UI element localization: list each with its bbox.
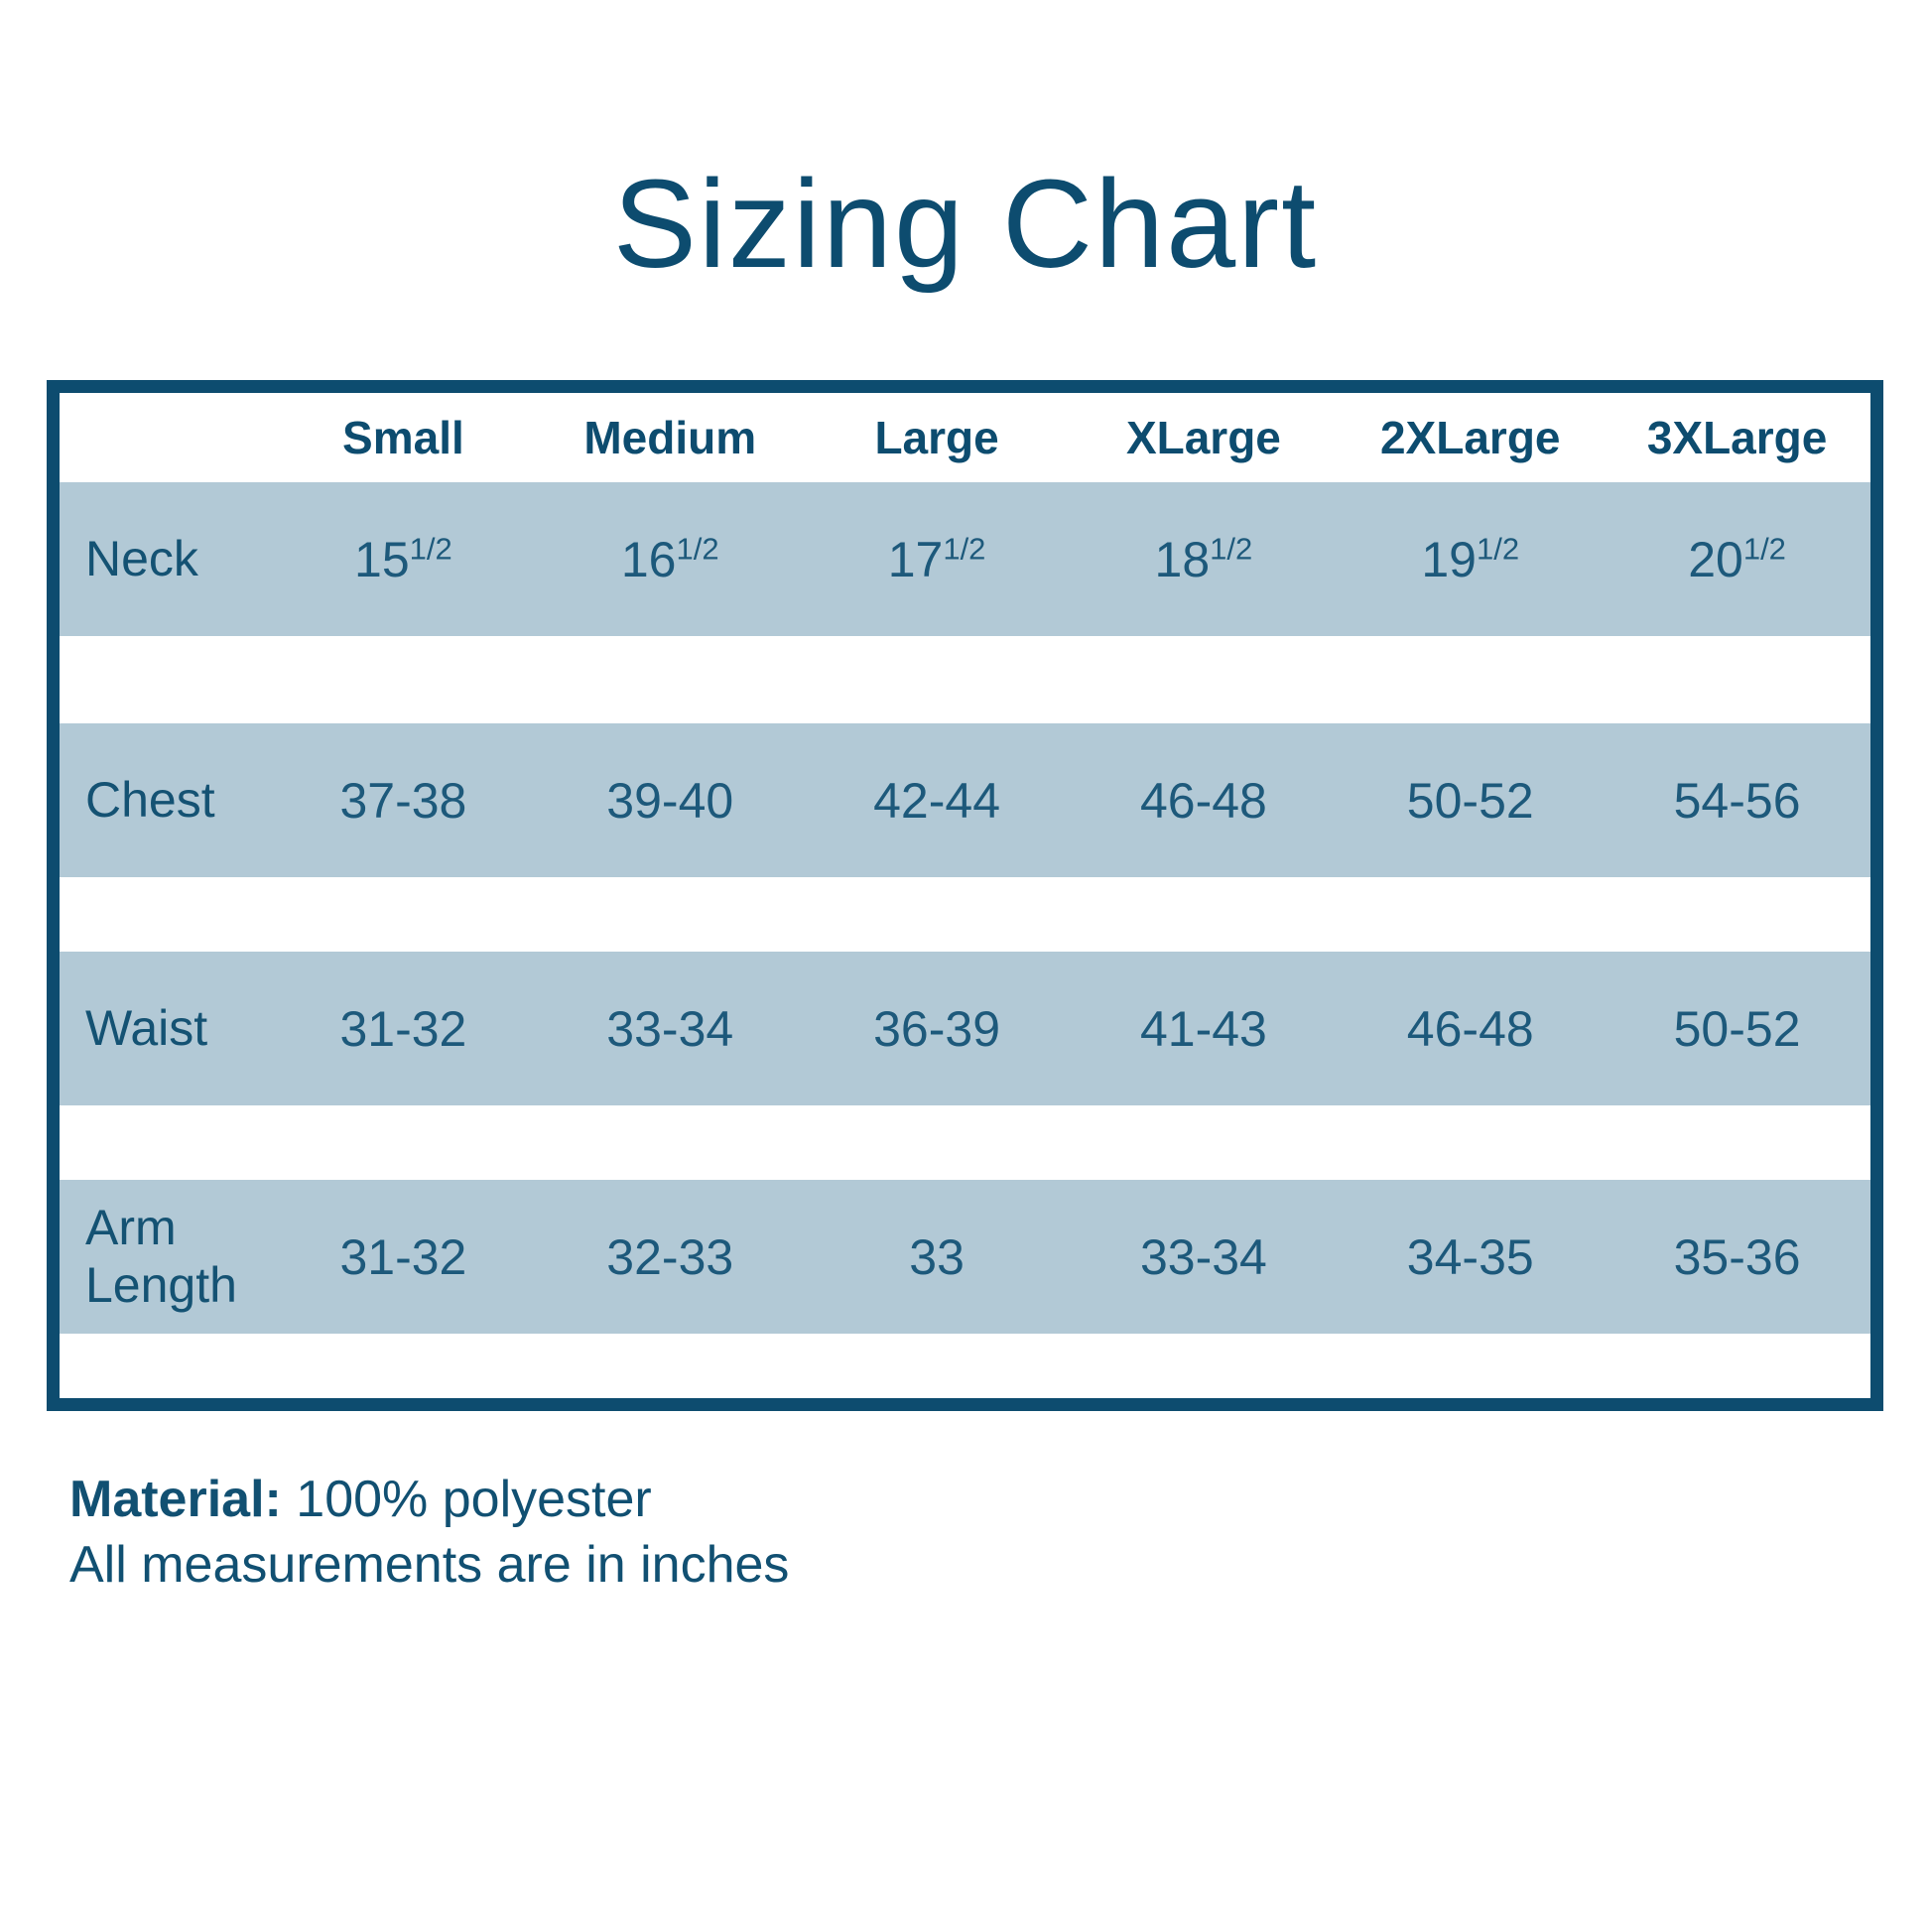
neck-large: 171/2 [804, 531, 1071, 588]
material-value: 100% polyester [281, 1471, 652, 1528]
arm-2xlarge: 34-35 [1406, 1228, 1534, 1285]
value-fraction: 1/2 [1210, 530, 1253, 566]
table-header-row: Small Medium Large XLarge 2XLarge 3XLarg… [60, 393, 1870, 482]
table-row-chest: Chest 37-38 39-40 42-44 46-48 50-52 54-5… [60, 723, 1870, 877]
spacer-row [60, 1105, 1870, 1180]
neck-2xlarge: 191/2 [1337, 531, 1604, 588]
value-fraction: 1/2 [1742, 530, 1786, 566]
waist-xlarge: 41-43 [1139, 1000, 1267, 1057]
arm-medium: 32-33 [606, 1228, 734, 1285]
header-2xlarge: 2XLarge [1379, 412, 1561, 463]
arm-small: 31-32 [339, 1228, 467, 1285]
row-label-chest: Chest [85, 771, 215, 828]
arm-3xlarge: 35-36 [1673, 1228, 1801, 1285]
value-fraction: 1/2 [943, 530, 986, 566]
material-line: Material: 100% polyester [69, 1467, 789, 1532]
neck-small: 151/2 [270, 531, 537, 588]
chest-medium: 39-40 [606, 772, 734, 829]
waist-medium: 33-34 [606, 1000, 734, 1057]
header-medium: Medium [583, 412, 757, 463]
neck-xlarge: 181/2 [1071, 531, 1338, 588]
value-whole: 18 [1154, 531, 1211, 587]
footer-note: Material: 100% polyester All measurement… [69, 1467, 789, 1598]
waist-large: 36-39 [873, 1000, 1001, 1057]
header-small: Small [342, 412, 464, 463]
chest-2xlarge: 50-52 [1406, 772, 1534, 829]
arm-large: 33 [909, 1228, 965, 1285]
waist-2xlarge: 46-48 [1406, 1000, 1534, 1057]
value-whole: 15 [354, 531, 410, 587]
spacer-row [60, 877, 1870, 952]
page-title: Sizing Chart [612, 154, 1319, 294]
value-fraction: 1/2 [409, 530, 452, 566]
table-row-neck: Neck 151/2 161/2 171/2 181/2 191/2 201/2 [60, 482, 1870, 636]
waist-small: 31-32 [339, 1000, 467, 1057]
value-fraction: 1/2 [1477, 530, 1520, 566]
chest-small: 37-38 [339, 772, 467, 829]
arm-xlarge: 33-34 [1139, 1228, 1267, 1285]
chest-3xlarge: 54-56 [1673, 772, 1801, 829]
spacer-row [60, 636, 1870, 723]
chest-xlarge: 46-48 [1139, 772, 1267, 829]
neck-medium: 161/2 [537, 531, 804, 588]
header-large: Large [874, 412, 999, 463]
value-whole: 16 [620, 531, 677, 587]
spacer-row [60, 1334, 1870, 1398]
value-fraction: 1/2 [676, 530, 719, 566]
header-3xlarge: 3XLarge [1646, 412, 1828, 463]
chest-large: 42-44 [873, 772, 1001, 829]
row-label-neck: Neck [85, 530, 198, 586]
measurements-note: All measurements are in inches [69, 1536, 790, 1595]
value-whole: 17 [887, 531, 944, 587]
row-label-arm-length: Arm Length [85, 1200, 237, 1313]
row-label-waist: Waist [85, 999, 208, 1056]
header-xlarge: XLarge [1125, 412, 1281, 463]
table-row-waist: Waist 31-32 33-34 36-39 41-43 46-48 50-5… [60, 952, 1870, 1105]
neck-3xlarge: 201/2 [1604, 531, 1870, 588]
sizing-table: Small Medium Large XLarge 2XLarge 3XLarg… [47, 380, 1883, 1411]
waist-3xlarge: 50-52 [1673, 1000, 1801, 1057]
value-whole: 20 [1688, 531, 1743, 587]
material-label: Material: [69, 1471, 282, 1528]
table-row-arm-length: Arm Length 31-32 32-33 33 33-34 34-35 35… [60, 1180, 1870, 1334]
value-whole: 19 [1421, 531, 1477, 587]
